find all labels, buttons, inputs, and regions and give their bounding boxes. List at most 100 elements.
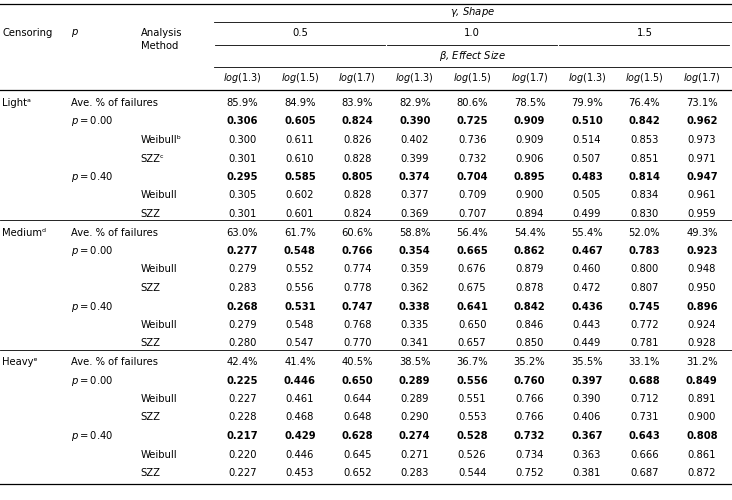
Text: 0.551: 0.551 xyxy=(458,394,487,404)
Text: Weibull: Weibull xyxy=(141,320,177,330)
Text: 82.9%: 82.9% xyxy=(399,98,430,108)
Text: Censoring: Censoring xyxy=(2,28,53,38)
Text: 80.6%: 80.6% xyxy=(456,98,488,108)
Text: 0.335: 0.335 xyxy=(400,320,429,330)
Text: 0.973: 0.973 xyxy=(687,135,716,145)
Text: $\mathit{log(1.7)}$: $\mathit{log(1.7)}$ xyxy=(683,71,721,85)
Text: SZZ: SZZ xyxy=(141,283,160,293)
Text: 0.472: 0.472 xyxy=(572,283,601,293)
Text: 0.300: 0.300 xyxy=(228,135,257,145)
Text: 0.605: 0.605 xyxy=(284,116,315,126)
Text: 56.4%: 56.4% xyxy=(456,228,488,237)
Text: 0.280: 0.280 xyxy=(228,338,257,348)
Text: 0.688: 0.688 xyxy=(629,376,660,386)
Text: 0.878: 0.878 xyxy=(515,283,544,293)
Text: 0.732: 0.732 xyxy=(514,431,545,441)
Text: 0.528: 0.528 xyxy=(456,431,488,441)
Text: 0.891: 0.891 xyxy=(687,394,716,404)
Text: 0.657: 0.657 xyxy=(458,338,487,348)
Text: 0.602: 0.602 xyxy=(285,190,314,200)
Text: Mediumᵈ: Mediumᵈ xyxy=(2,228,46,237)
Text: $p$: $p$ xyxy=(71,27,79,39)
Text: $\mathit{log(1.5)}$: $\mathit{log(1.5)}$ xyxy=(625,71,664,85)
Text: 0.648: 0.648 xyxy=(343,412,371,422)
Text: 0.948: 0.948 xyxy=(687,264,716,274)
Text: 0.879: 0.879 xyxy=(515,264,544,274)
Text: 0.290: 0.290 xyxy=(400,412,429,422)
Text: 42.4%: 42.4% xyxy=(227,357,258,367)
Text: 0.468: 0.468 xyxy=(285,412,314,422)
Text: 0.547: 0.547 xyxy=(285,338,314,348)
Text: 0.850: 0.850 xyxy=(515,338,544,348)
Text: $\mathit{log(1.3)}$: $\mathit{log(1.3)}$ xyxy=(567,71,606,85)
Text: 54.4%: 54.4% xyxy=(514,228,545,237)
Text: 35.2%: 35.2% xyxy=(514,357,545,367)
Text: 0.283: 0.283 xyxy=(400,468,429,478)
Text: SZZ: SZZ xyxy=(141,468,160,478)
Text: 0.824: 0.824 xyxy=(343,209,371,219)
Text: 0.778: 0.778 xyxy=(343,283,372,293)
Text: 0.436: 0.436 xyxy=(571,302,603,312)
Text: 0.807: 0.807 xyxy=(630,283,659,293)
Text: 79.9%: 79.9% xyxy=(571,98,603,108)
Text: 0.556: 0.556 xyxy=(285,283,314,293)
Text: 0.896: 0.896 xyxy=(686,302,717,312)
Text: 0.643: 0.643 xyxy=(629,431,660,441)
Text: 0.374: 0.374 xyxy=(399,172,430,182)
Text: 0.553: 0.553 xyxy=(458,412,486,422)
Text: 0.390: 0.390 xyxy=(399,116,430,126)
Text: 0.862: 0.862 xyxy=(514,246,545,256)
Text: 31.2%: 31.2% xyxy=(686,357,717,367)
Text: 0.354: 0.354 xyxy=(399,246,430,256)
Text: 0.446: 0.446 xyxy=(284,376,316,386)
Text: $\mathit{log(1.5)}$: $\mathit{log(1.5)}$ xyxy=(453,71,491,85)
Text: 52.0%: 52.0% xyxy=(629,228,660,237)
Text: 0.894: 0.894 xyxy=(515,209,544,219)
Text: 0.225: 0.225 xyxy=(227,376,258,386)
Text: 0.499: 0.499 xyxy=(572,209,601,219)
Text: 0.301: 0.301 xyxy=(228,209,257,219)
Text: 0.228: 0.228 xyxy=(228,412,257,422)
Text: 0.443: 0.443 xyxy=(573,320,601,330)
Text: 0.341: 0.341 xyxy=(400,338,429,348)
Text: 0.766: 0.766 xyxy=(342,246,373,256)
Text: 55.4%: 55.4% xyxy=(571,228,602,237)
Text: 85.9%: 85.9% xyxy=(227,98,258,108)
Text: Weibull: Weibull xyxy=(141,450,177,460)
Text: 0.900: 0.900 xyxy=(687,412,716,422)
Text: 0.745: 0.745 xyxy=(629,302,660,312)
Text: 0.402: 0.402 xyxy=(400,135,429,145)
Text: 0.5: 0.5 xyxy=(292,28,308,38)
Text: 0.950: 0.950 xyxy=(687,283,716,293)
Text: 0.556: 0.556 xyxy=(456,376,488,386)
Text: 0.851: 0.851 xyxy=(630,154,659,164)
Text: 61.7%: 61.7% xyxy=(284,228,315,237)
Text: Ave. % of failures: Ave. % of failures xyxy=(71,357,158,367)
Text: 0.846: 0.846 xyxy=(515,320,544,330)
Text: 0.446: 0.446 xyxy=(285,450,314,460)
Text: 0.828: 0.828 xyxy=(343,154,371,164)
Text: 0.808: 0.808 xyxy=(686,431,717,441)
Text: $p = 0.00$: $p = 0.00$ xyxy=(71,374,113,388)
Text: 0.268: 0.268 xyxy=(227,302,258,312)
Text: 0.766: 0.766 xyxy=(515,394,544,404)
Text: 0.220: 0.220 xyxy=(228,450,257,460)
Text: 0.814: 0.814 xyxy=(628,172,660,182)
Text: 0.772: 0.772 xyxy=(630,320,659,330)
Text: 0.306: 0.306 xyxy=(227,116,258,126)
Text: $\gamma$, Shape: $\gamma$, Shape xyxy=(449,5,495,19)
Text: 0.377: 0.377 xyxy=(400,190,429,200)
Text: 0.712: 0.712 xyxy=(630,394,659,404)
Text: $\beta$, Effect Size: $\beta$, Effect Size xyxy=(438,49,506,63)
Text: 0.828: 0.828 xyxy=(343,190,371,200)
Text: 0.461: 0.461 xyxy=(285,394,314,404)
Text: 0.359: 0.359 xyxy=(400,264,429,274)
Text: 0.544: 0.544 xyxy=(458,468,486,478)
Text: 0.849: 0.849 xyxy=(686,376,717,386)
Text: 0.731: 0.731 xyxy=(630,412,659,422)
Text: 0.766: 0.766 xyxy=(515,412,544,422)
Text: 0.666: 0.666 xyxy=(630,450,659,460)
Text: 0.900: 0.900 xyxy=(515,190,544,200)
Text: 0.531: 0.531 xyxy=(284,302,315,312)
Text: 0.895: 0.895 xyxy=(514,172,545,182)
